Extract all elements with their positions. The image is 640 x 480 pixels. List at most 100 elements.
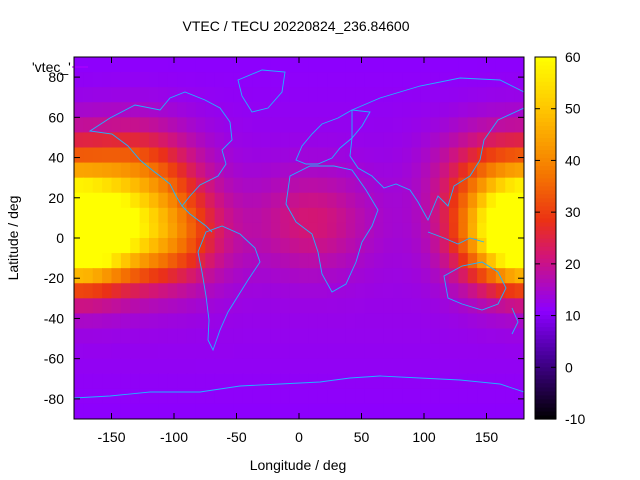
heatmap-cell bbox=[449, 283, 459, 299]
heatmap-cell bbox=[289, 162, 300, 179]
heatmap-cell bbox=[317, 238, 328, 254]
heatmap-cell bbox=[120, 313, 131, 330]
colorbar-segment bbox=[535, 338, 556, 344]
heatmap-cell bbox=[139, 117, 150, 134]
heatmap-cell bbox=[289, 313, 300, 330]
heatmap-cell bbox=[308, 177, 319, 194]
heatmap-cell bbox=[158, 283, 169, 299]
heatmap-cell bbox=[186, 403, 197, 419]
heatmap-cell bbox=[364, 343, 375, 360]
heatmap-cell bbox=[74, 313, 84, 330]
heatmap-cell bbox=[317, 298, 328, 315]
heatmap-cell bbox=[233, 192, 244, 209]
heatmap-cell bbox=[120, 117, 131, 134]
heatmap-cell bbox=[270, 328, 281, 345]
colorbar-segment bbox=[535, 113, 556, 118]
heatmap-cell bbox=[364, 373, 375, 390]
heatmap-cell bbox=[149, 328, 159, 345]
heatmap-cell bbox=[486, 102, 497, 118]
heatmap-cell bbox=[486, 207, 497, 224]
heatmap-cell bbox=[308, 72, 319, 88]
heatmap-cell bbox=[439, 388, 450, 405]
heatmap-cell bbox=[392, 147, 403, 164]
heatmap-cell bbox=[261, 283, 272, 299]
colorbar-segment bbox=[535, 310, 556, 316]
heatmap-cell bbox=[336, 388, 347, 405]
heatmap-cell bbox=[495, 87, 506, 103]
heatmap-cell bbox=[505, 313, 516, 330]
heatmap-cell bbox=[374, 87, 384, 103]
heatmap-cell bbox=[92, 253, 103, 269]
heatmap-cell bbox=[308, 403, 319, 419]
heatmap-cell bbox=[167, 388, 178, 405]
heatmap-cell bbox=[242, 403, 253, 419]
heatmap-cell bbox=[102, 87, 113, 103]
colorbar-segment bbox=[535, 61, 556, 66]
heatmap-cell bbox=[505, 117, 516, 134]
colorbar-segment bbox=[535, 173, 556, 179]
heatmap-cell bbox=[486, 238, 497, 254]
heatmap-cell bbox=[317, 283, 328, 299]
heatmap-cell bbox=[74, 373, 84, 390]
heatmap-cell bbox=[289, 358, 300, 375]
heatmap-cell bbox=[299, 403, 309, 419]
heatmap-cell bbox=[289, 177, 300, 194]
heatmap-cell bbox=[420, 343, 431, 360]
heatmap-cell bbox=[224, 192, 234, 209]
heatmap-cell bbox=[205, 343, 216, 360]
heatmap-cell bbox=[261, 222, 272, 239]
heatmap-cell bbox=[355, 268, 366, 284]
heatmap-cell bbox=[345, 57, 356, 73]
heatmap-cell bbox=[477, 222, 488, 239]
heatmap-cell bbox=[74, 207, 84, 224]
heatmap-cell bbox=[158, 117, 169, 134]
heatmap-cell bbox=[327, 57, 338, 73]
heatmap-cell bbox=[430, 268, 441, 284]
heatmap-cell bbox=[392, 132, 403, 149]
heatmap-cell bbox=[336, 238, 347, 254]
heatmap-cell bbox=[495, 298, 506, 315]
heatmap-cell bbox=[149, 87, 159, 103]
heatmap-cell bbox=[458, 238, 469, 254]
heatmap-cell bbox=[205, 373, 216, 390]
heatmap-cell bbox=[252, 268, 263, 284]
heatmap-cell bbox=[280, 343, 291, 360]
heatmap-cell bbox=[102, 253, 113, 269]
heatmap-cell bbox=[327, 343, 338, 360]
heatmap-cell bbox=[327, 238, 338, 254]
heatmap-cell bbox=[177, 283, 188, 299]
heatmap-cell bbox=[261, 72, 272, 88]
heatmap-cell bbox=[261, 268, 272, 284]
heatmap-cell bbox=[205, 268, 216, 284]
heatmap-cell bbox=[111, 328, 122, 345]
heatmap-cell bbox=[449, 162, 459, 179]
heatmap-cell bbox=[486, 373, 497, 390]
heatmap-cell bbox=[261, 403, 272, 419]
heatmap-cell bbox=[355, 373, 366, 390]
heatmap-cell bbox=[327, 313, 338, 330]
heatmap-cell bbox=[214, 328, 225, 345]
heatmap-cell bbox=[420, 132, 431, 149]
heatmap-cell bbox=[186, 298, 197, 315]
heatmap-cell bbox=[477, 117, 488, 134]
heatmap-cell bbox=[177, 207, 188, 224]
heatmap-cell bbox=[120, 403, 131, 419]
heatmap-cell bbox=[158, 147, 169, 164]
heatmap-cell bbox=[317, 132, 328, 149]
x-axis-label: Longitude / deg bbox=[250, 457, 347, 473]
heatmap-cell bbox=[374, 72, 384, 88]
heatmap-cell bbox=[411, 162, 422, 179]
heatmap-cell bbox=[411, 403, 422, 419]
heatmap-cell bbox=[233, 328, 244, 345]
heatmap-cell bbox=[102, 388, 113, 405]
heatmap-cell bbox=[102, 358, 113, 375]
heatmap-cell bbox=[374, 343, 384, 360]
heatmap-cell bbox=[214, 87, 225, 103]
heatmap-cell bbox=[383, 162, 394, 179]
heatmap-cell bbox=[336, 162, 347, 179]
heatmap-cell bbox=[261, 358, 272, 375]
heatmap-cell bbox=[102, 117, 113, 134]
heatmap-cell bbox=[345, 253, 356, 269]
heatmap-cell bbox=[327, 253, 338, 269]
heatmap-cell bbox=[120, 358, 131, 375]
